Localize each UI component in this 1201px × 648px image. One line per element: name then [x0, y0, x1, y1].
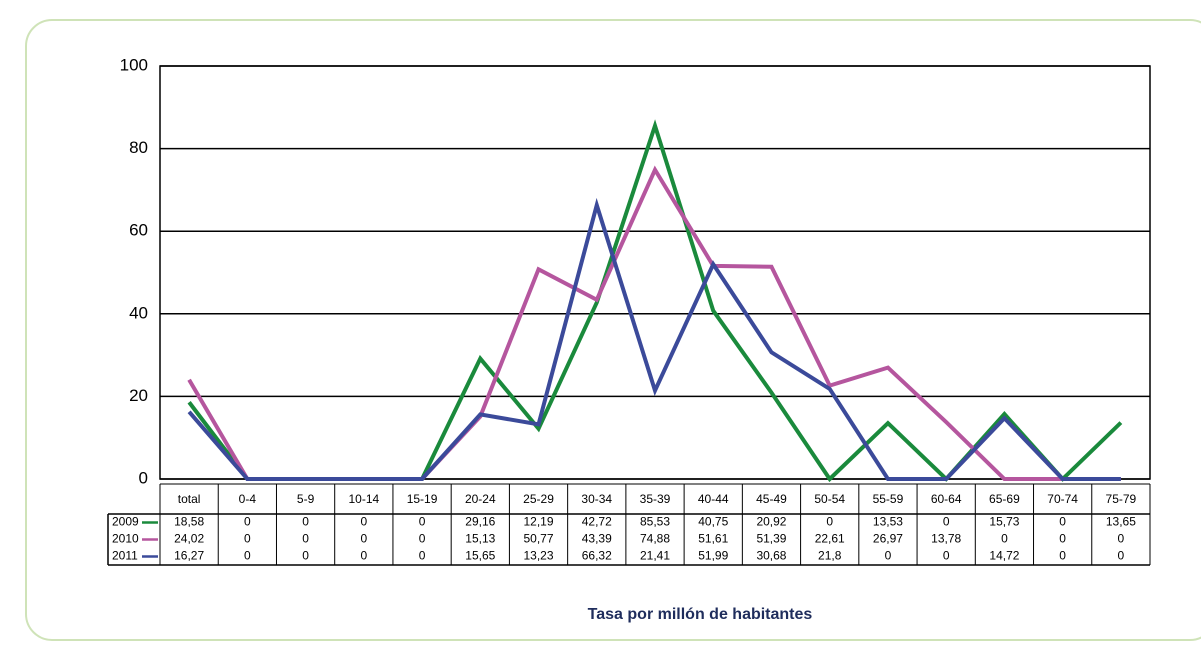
- table-value: 12,19: [524, 515, 554, 529]
- table-value: 21,41: [640, 549, 670, 563]
- table-value: 0: [244, 549, 251, 563]
- x-tick-label: 55-59: [873, 492, 904, 506]
- table-value: 13,53: [873, 515, 903, 529]
- table-value: 0: [302, 515, 309, 529]
- table-value: 0: [244, 532, 251, 546]
- table-value: 15,13: [465, 532, 495, 546]
- y-tick-label: 40: [129, 303, 148, 322]
- table-value: 0: [1059, 515, 1066, 529]
- panel: [25, 19, 1201, 641]
- table-value: 0: [360, 549, 367, 563]
- legend-label: 2010: [112, 532, 139, 546]
- table-value: 0: [826, 515, 833, 529]
- table-value: 0: [419, 532, 426, 546]
- y-tick-label: 80: [129, 138, 148, 157]
- x-tick-label: 40-44: [698, 492, 729, 506]
- table-value: 26,97: [873, 532, 903, 546]
- table-value: 51,39: [756, 532, 786, 546]
- table-value: 0: [244, 515, 251, 529]
- table-value: 13,78: [931, 532, 961, 546]
- y-tick-label: 60: [129, 221, 148, 240]
- table-value: 0: [943, 549, 950, 563]
- table-value: 43,39: [582, 532, 612, 546]
- x-tick-label: 65-69: [989, 492, 1020, 506]
- table-value: 15,65: [465, 549, 495, 563]
- table-value: 51,61: [698, 532, 728, 546]
- table-value: 66,32: [582, 549, 612, 563]
- table-value: 24,02: [174, 532, 204, 546]
- x-tick-label: 50-54: [814, 492, 845, 506]
- table-value: 74,88: [640, 532, 670, 546]
- x-tick-label: 25-29: [523, 492, 554, 506]
- table-value: 0: [360, 515, 367, 529]
- table-value: 0: [1118, 532, 1125, 546]
- x-tick-label: 60-64: [931, 492, 962, 506]
- x-tick-label: 15-19: [407, 492, 438, 506]
- table-value: 0: [360, 532, 367, 546]
- table-value: 21,8: [818, 549, 842, 563]
- x-tick-label: 35-39: [640, 492, 671, 506]
- table-value: 0: [302, 549, 309, 563]
- table-value: 13,23: [524, 549, 554, 563]
- y-tick-label: 20: [129, 386, 148, 405]
- y-tick-label: 0: [139, 468, 148, 487]
- x-tick-label: 10-14: [348, 492, 379, 506]
- table-value: 29,16: [465, 515, 495, 529]
- table-value: 0: [1059, 532, 1066, 546]
- series-line: [187, 197, 1121, 481]
- table-value: 50,77: [524, 532, 554, 546]
- table-value: 85,53: [640, 515, 670, 529]
- table-value: 42,72: [582, 515, 612, 529]
- table-value: 16,27: [174, 549, 204, 563]
- x-tick-label: 75-79: [1106, 492, 1137, 506]
- x-tick-label: 20-24: [465, 492, 496, 506]
- x-tick-label: 5-9: [297, 492, 315, 506]
- table-value: 20,92: [756, 515, 786, 529]
- table-value: 51,99: [698, 549, 728, 563]
- x-axis-label: Tasa por millón de habitantes: [588, 606, 813, 623]
- table-value: 13,65: [1106, 515, 1136, 529]
- legend-label: 2011: [112, 549, 138, 563]
- table-value: 0: [419, 515, 426, 529]
- table-value: 0: [302, 532, 309, 546]
- table-value: 0: [885, 549, 892, 563]
- table-value: 0: [943, 515, 950, 529]
- y-tick-label: 100: [120, 55, 148, 74]
- x-tick-label: 30-34: [581, 492, 612, 506]
- x-tick-label: total: [178, 492, 201, 506]
- table-value: 30,68: [756, 549, 786, 563]
- table-value: 14,72: [989, 549, 1019, 563]
- x-tick-label: 45-49: [756, 492, 787, 506]
- x-tick-label: 70-74: [1047, 492, 1078, 506]
- table-value: 0: [1118, 549, 1125, 563]
- table-value: 22,61: [815, 532, 845, 546]
- table-value: 0: [1059, 549, 1066, 563]
- table-value: 18,58: [174, 515, 204, 529]
- table-value: 0: [1001, 532, 1008, 546]
- table-value: 15,73: [989, 515, 1019, 529]
- plot-frame: [159, 65, 1151, 480]
- table-value: 40,75: [698, 515, 728, 529]
- legend-label: 2009: [112, 515, 139, 529]
- x-tick-label: 0-4: [239, 492, 257, 506]
- table-value: 0: [419, 549, 426, 563]
